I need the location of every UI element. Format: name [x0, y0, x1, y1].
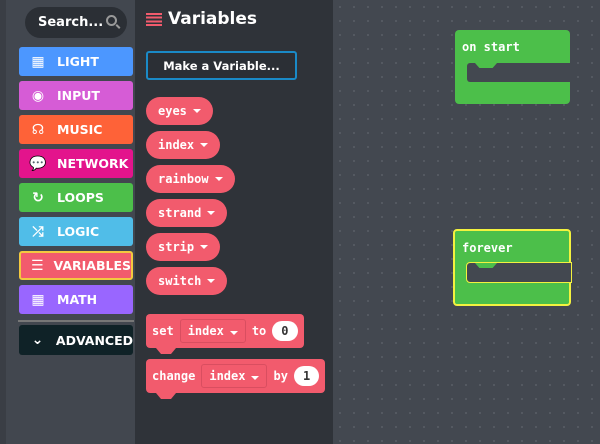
variable-name: switch — [158, 274, 202, 288]
category-math[interactable]: ▦ MATH — [19, 285, 133, 314]
headphones-icon: ☊ — [31, 121, 45, 138]
variable-block-strand[interactable]: strand — [146, 199, 228, 227]
category-label: ADVANCED — [55, 332, 133, 348]
category-network[interactable]: 💬 NETWORK — [19, 149, 133, 178]
set-label: set — [152, 324, 174, 338]
caret-icon — [229, 331, 238, 335]
category-variables[interactable]: ☰ VARIABLES — [19, 251, 133, 280]
category-label: LIGHT — [57, 54, 99, 69]
caret-icon — [214, 177, 223, 181]
category-light[interactable]: ▦ LIGHT — [19, 47, 133, 76]
change-variable-block[interactable]: change index by 1 — [146, 359, 326, 393]
category-label: INPUT — [57, 88, 100, 103]
by-label: by — [273, 369, 288, 383]
category-label: LOGIC — [57, 224, 100, 239]
variable-block-index[interactable]: index — [146, 131, 221, 159]
category-label: NETWORK — [57, 156, 129, 171]
value-input[interactable]: 0 — [272, 321, 298, 341]
chat-icon: 💬 — [29, 155, 47, 172]
search-placeholder: Search... — [38, 15, 104, 30]
variable-block-rainbow[interactable]: rainbow — [146, 165, 235, 193]
category-label: VARIABLES — [53, 258, 131, 273]
on-start-block[interactable]: on start — [455, 30, 570, 104]
category-logic[interactable]: ⤮ LOGIC — [19, 217, 133, 246]
set-variable-block[interactable]: set index to 0 — [146, 314, 304, 348]
variable-name: strand — [158, 206, 202, 220]
value-input[interactable]: 1 — [293, 366, 320, 386]
grid-icon: ▦ — [31, 53, 45, 70]
caret-icon — [207, 211, 216, 215]
chevron-down-icon: ⌄ — [31, 332, 44, 348]
variable-dropdown[interactable]: index — [179, 319, 246, 343]
statement-slot — [467, 63, 570, 82]
category-loops[interactable]: ↻ LOOPS — [19, 183, 133, 212]
variable-name: index — [158, 138, 195, 152]
variable-name: rainbow — [158, 172, 209, 186]
bars-icon: ☰ — [30, 257, 44, 274]
make-variable-button[interactable]: Make a Variable... — [146, 51, 297, 80]
dropdown-value: index — [187, 324, 224, 338]
caret-icon — [192, 109, 201, 113]
dropdown-value: index — [209, 369, 246, 383]
variable-name: eyes — [158, 104, 187, 118]
caret-icon — [200, 143, 209, 147]
category-label: MUSIC — [57, 122, 103, 137]
statement-slot — [466, 262, 572, 283]
flyout-title: Variables — [146, 9, 257, 29]
shuffle-icon: ⤮ — [32, 223, 44, 240]
change-label: change — [152, 369, 196, 383]
target-icon: ◉ — [31, 87, 45, 104]
category-label: MATH — [57, 292, 98, 307]
to-label: to — [251, 324, 267, 338]
variable-name: strip — [158, 240, 195, 254]
caret-icon — [251, 376, 260, 380]
search-icon[interactable] — [106, 15, 117, 26]
forever-block[interactable]: forever — [453, 229, 572, 306]
toolbox: Search... ▦ LIGHT ◉ INPUT ☊ MUSIC 💬 NETWORK ↻ LOO… — [0, 0, 135, 444]
calculator-icon: ▦ — [31, 291, 45, 308]
category-music[interactable]: ☊ MUSIC — [19, 115, 133, 144]
caret-icon — [200, 245, 209, 249]
divider — [18, 320, 134, 322]
refresh-icon: ↻ — [32, 189, 44, 206]
search-input[interactable]: Search... — [25, 7, 127, 38]
flyout-title-text: Variables — [168, 9, 258, 29]
category-label: LOOPS — [57, 190, 104, 205]
category-input[interactable]: ◉ INPUT — [19, 81, 133, 110]
variable-block-strip[interactable]: strip — [146, 233, 221, 261]
on-start-label: on start — [462, 40, 520, 54]
category-advanced[interactable]: ⌄ ADVANCED — [19, 325, 133, 355]
variable-block-eyes[interactable]: eyes — [146, 97, 213, 125]
variable-dropdown[interactable]: index — [201, 364, 268, 388]
variable-block-switch[interactable]: switch — [146, 267, 228, 295]
caret-icon — [207, 279, 216, 283]
variables-icon — [146, 12, 162, 26]
forever-label: forever — [462, 241, 513, 255]
